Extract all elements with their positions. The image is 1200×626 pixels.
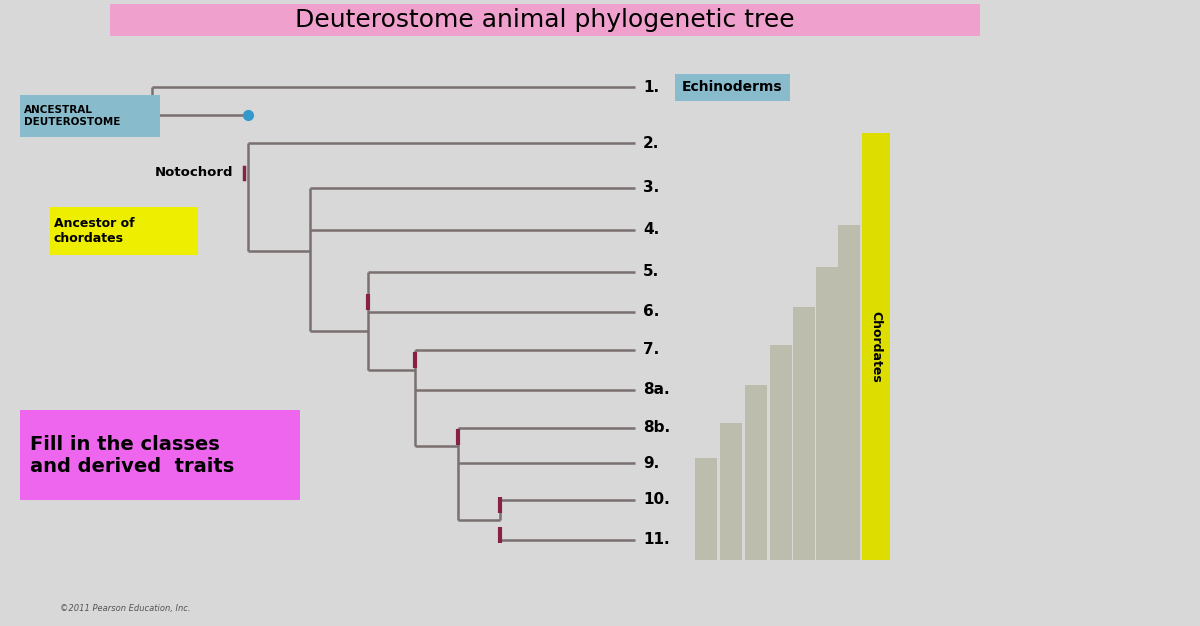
Bar (770, 345, 792, 560)
Text: Notochord: Notochord (155, 167, 234, 180)
Text: 1.: 1. (643, 80, 659, 95)
Text: Ancestor of
chordates: Ancestor of chordates (54, 217, 134, 245)
Text: Deuterostome animal phylogenetic tree: Deuterostome animal phylogenetic tree (295, 8, 794, 32)
Text: Echinoderms: Echinoderms (682, 80, 782, 94)
Text: 8a.: 8a. (643, 382, 670, 398)
Bar (745, 385, 767, 560)
Text: ANCESTRAL
DEUTEROSTOME: ANCESTRAL DEUTEROSTOME (24, 105, 120, 127)
Text: 9.: 9. (643, 456, 659, 471)
Text: 8b.: 8b. (643, 421, 670, 436)
Text: 3.: 3. (643, 180, 659, 195)
Text: Fill in the classes
and derived  traits: Fill in the classes and derived traits (30, 434, 234, 476)
Text: 11.: 11. (643, 533, 670, 548)
FancyBboxPatch shape (110, 4, 980, 36)
Bar (720, 423, 742, 560)
Text: 2.: 2. (643, 135, 659, 150)
Text: 6.: 6. (643, 304, 659, 319)
Bar (695, 458, 718, 560)
Text: 5.: 5. (643, 265, 659, 279)
Text: 4.: 4. (643, 222, 659, 237)
Bar (838, 225, 860, 560)
Bar (862, 133, 890, 560)
FancyBboxPatch shape (20, 95, 160, 137)
Text: Chordates: Chordates (870, 310, 882, 382)
Text: 10.: 10. (643, 493, 670, 508)
Text: ©2011 Pearson Education, Inc.: ©2011 Pearson Education, Inc. (60, 603, 191, 612)
FancyBboxPatch shape (50, 207, 198, 255)
Bar (793, 307, 815, 560)
FancyBboxPatch shape (674, 74, 790, 101)
Text: 7.: 7. (643, 342, 659, 357)
Bar (816, 267, 838, 560)
FancyBboxPatch shape (20, 410, 300, 500)
